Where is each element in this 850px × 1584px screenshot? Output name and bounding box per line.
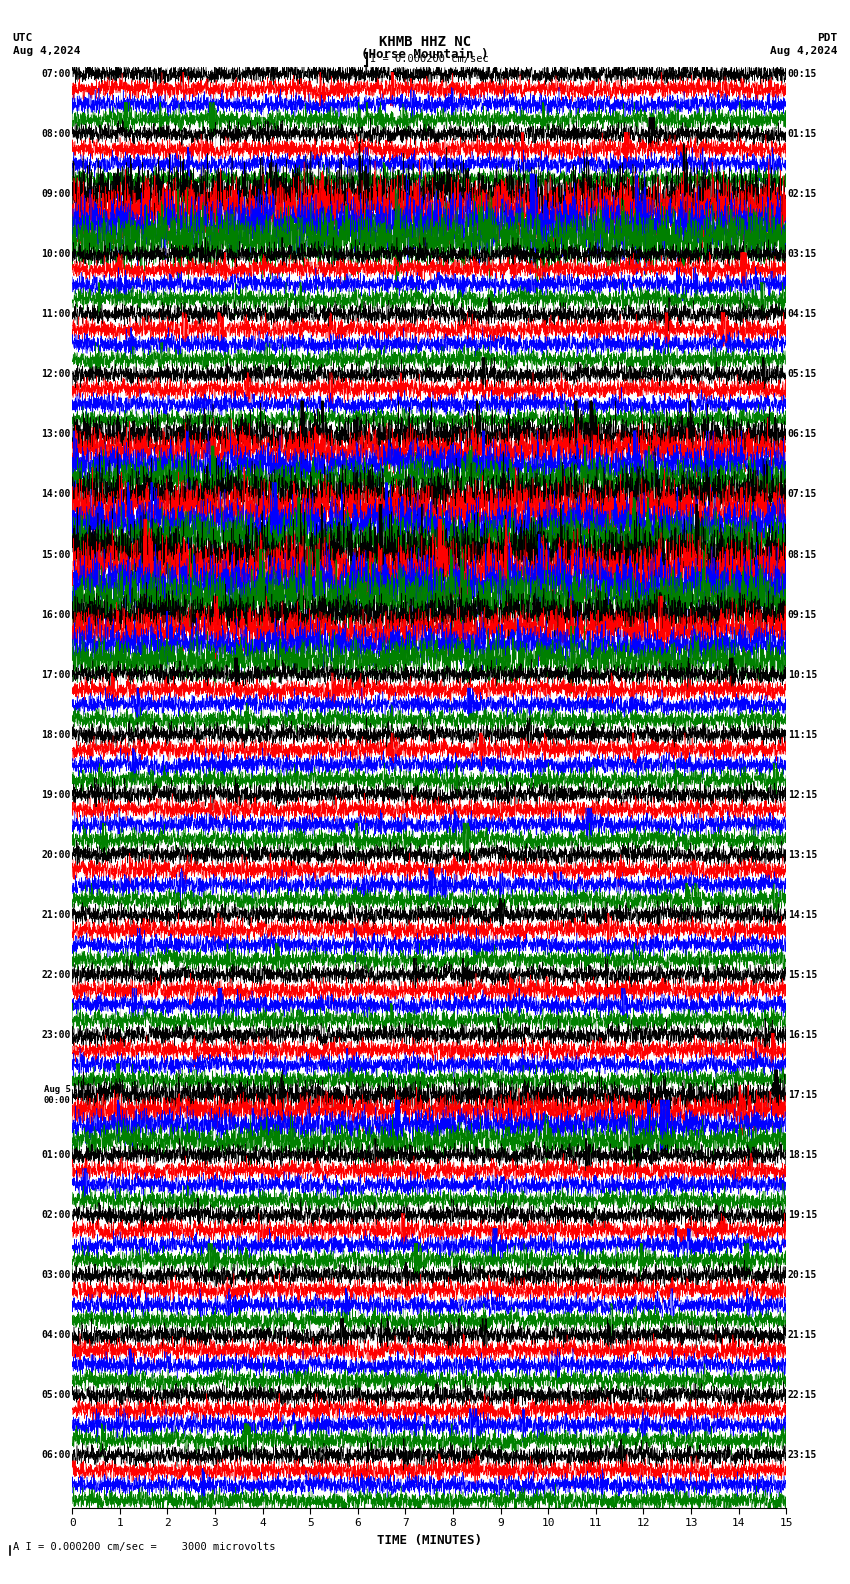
Text: 16:00: 16:00 <box>42 610 71 619</box>
Text: 19:15: 19:15 <box>788 1210 817 1220</box>
Text: 04:15: 04:15 <box>788 309 817 320</box>
Text: 11:00: 11:00 <box>42 309 71 320</box>
Text: 14:00: 14:00 <box>42 489 71 499</box>
Text: 23:15: 23:15 <box>788 1451 817 1460</box>
Text: 02:15: 02:15 <box>788 188 817 200</box>
Text: 03:15: 03:15 <box>788 249 817 260</box>
Text: 08:15: 08:15 <box>788 550 817 559</box>
Text: 07:15: 07:15 <box>788 489 817 499</box>
Text: 06:00: 06:00 <box>42 1451 71 1460</box>
Text: 11:15: 11:15 <box>788 730 817 740</box>
Text: 09:00: 09:00 <box>42 188 71 200</box>
Text: 05:00: 05:00 <box>42 1391 71 1400</box>
Text: 13:00: 13:00 <box>42 429 71 439</box>
Text: KHMB HHZ NC: KHMB HHZ NC <box>379 35 471 49</box>
Text: 09:15: 09:15 <box>788 610 817 619</box>
Text: Aug 4,2024: Aug 4,2024 <box>13 46 80 55</box>
Text: (Horse Mountain ): (Horse Mountain ) <box>361 48 489 60</box>
Text: 14:15: 14:15 <box>788 909 817 920</box>
Text: 18:00: 18:00 <box>42 730 71 740</box>
Text: 15:15: 15:15 <box>788 969 817 980</box>
Text: 20:15: 20:15 <box>788 1270 817 1280</box>
Text: 20:00: 20:00 <box>42 849 71 860</box>
Text: 04:00: 04:00 <box>42 1331 71 1340</box>
Text: Aug 5: Aug 5 <box>44 1085 71 1095</box>
Text: 19:00: 19:00 <box>42 790 71 800</box>
Text: 13:15: 13:15 <box>788 849 817 860</box>
Text: 16:15: 16:15 <box>788 1030 817 1041</box>
Text: 08:00: 08:00 <box>42 128 71 139</box>
Text: 07:00: 07:00 <box>42 70 71 79</box>
Text: UTC: UTC <box>13 33 33 43</box>
Text: I = 0.000200 cm/sec: I = 0.000200 cm/sec <box>370 54 489 65</box>
Text: 05:15: 05:15 <box>788 369 817 379</box>
Text: 12:00: 12:00 <box>42 369 71 379</box>
Text: 10:15: 10:15 <box>788 670 817 680</box>
Text: 12:15: 12:15 <box>788 790 817 800</box>
Text: 23:00: 23:00 <box>42 1030 71 1041</box>
Text: 21:15: 21:15 <box>788 1331 817 1340</box>
Text: 00:15: 00:15 <box>788 70 817 79</box>
Text: 18:15: 18:15 <box>788 1150 817 1159</box>
Text: PDT: PDT <box>817 33 837 43</box>
Text: 22:15: 22:15 <box>788 1391 817 1400</box>
Text: 17:15: 17:15 <box>788 1090 817 1099</box>
X-axis label: TIME (MINUTES): TIME (MINUTES) <box>377 1533 482 1548</box>
Text: 21:00: 21:00 <box>42 909 71 920</box>
Text: A I = 0.000200 cm/sec =    3000 microvolts: A I = 0.000200 cm/sec = 3000 microvolts <box>13 1543 275 1552</box>
Text: 01:00: 01:00 <box>42 1150 71 1159</box>
Text: 02:00: 02:00 <box>42 1210 71 1220</box>
Text: 17:00: 17:00 <box>42 670 71 680</box>
Text: 10:00: 10:00 <box>42 249 71 260</box>
Text: 15:00: 15:00 <box>42 550 71 559</box>
Text: 03:00: 03:00 <box>42 1270 71 1280</box>
Text: 06:15: 06:15 <box>788 429 817 439</box>
Text: Aug 4,2024: Aug 4,2024 <box>770 46 837 55</box>
Text: 00:00: 00:00 <box>44 1096 71 1106</box>
Text: 22:00: 22:00 <box>42 969 71 980</box>
Text: 01:15: 01:15 <box>788 128 817 139</box>
